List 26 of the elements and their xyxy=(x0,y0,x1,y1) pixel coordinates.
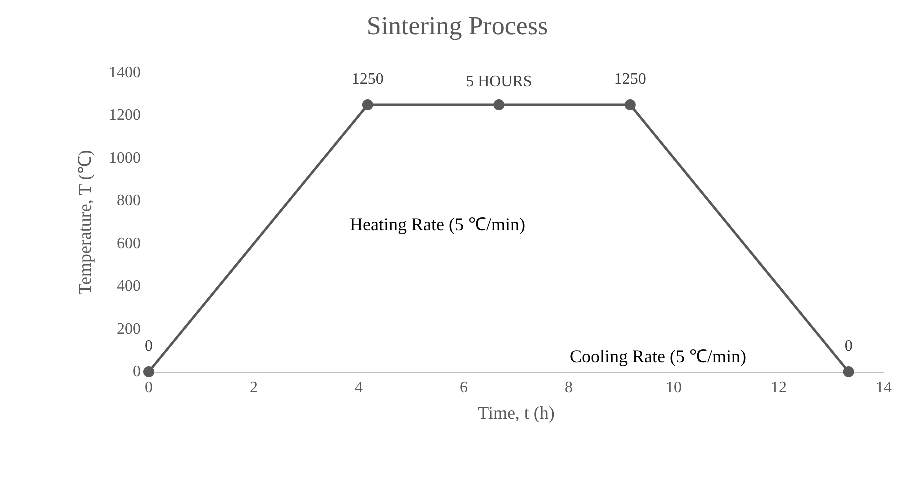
data-label: 0 xyxy=(844,338,853,355)
x-axis-title: Time, t (h) xyxy=(478,403,555,423)
y-tick-label: 1400 xyxy=(109,64,141,82)
y-axis-title: Temperature, T (℃) xyxy=(75,150,95,295)
annotation: Cooling Rate (5 ℃/min) xyxy=(570,346,746,367)
x-tick-label: 4 xyxy=(355,380,363,396)
x-tick-label: 2 xyxy=(250,380,258,396)
annotation: 5 HOURS xyxy=(466,74,532,91)
y-tick-label: 200 xyxy=(117,320,141,338)
x-tick-label: 14 xyxy=(876,380,892,396)
annotation: Heating Rate (5 ℃/min) xyxy=(350,214,526,235)
y-tick-label: 1200 xyxy=(109,107,141,124)
y-tick-label: 0 xyxy=(133,364,141,380)
x-tick-label: 8 xyxy=(565,380,573,396)
x-tick-label: 10 xyxy=(666,380,682,396)
x-tick-label: 12 xyxy=(771,380,787,396)
data-label: 1250 xyxy=(352,71,384,88)
y-tick-label: 800 xyxy=(117,192,141,210)
y-tick-label: 400 xyxy=(117,278,141,296)
x-tick-label: 6 xyxy=(460,380,468,396)
data-label: 0 xyxy=(145,338,153,355)
y-tick-label: 600 xyxy=(117,235,141,252)
x-tick-label: 0 xyxy=(145,380,153,396)
data-label: 1250 xyxy=(614,71,646,88)
y-tick-label: 1000 xyxy=(109,150,141,167)
chart-title: Sintering Process xyxy=(366,12,548,40)
